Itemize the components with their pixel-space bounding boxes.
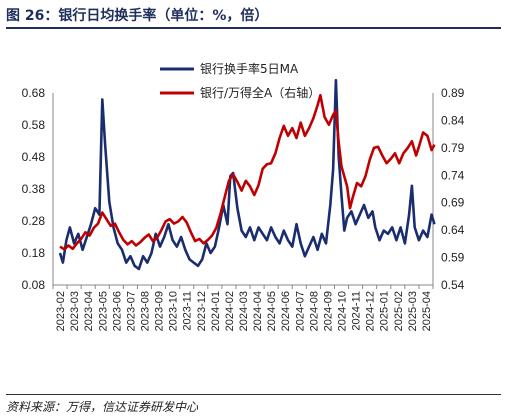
y-tick-right: 0.74: [441, 168, 465, 182]
figure-title: 图 26：银行日均换手率（单位：%，倍）: [6, 8, 269, 24]
x-tick-label: 2024-06: [280, 291, 292, 331]
y-tick-right: 0.84: [441, 113, 465, 127]
footer-rule: [6, 394, 501, 395]
chart-series: [58, 78, 436, 271]
y-tick-right: 0.79: [441, 141, 465, 155]
x-tick-label: 2023-09: [154, 291, 166, 331]
y-tick-left: 0.38: [22, 182, 46, 196]
x-tick-label: 2023-10: [168, 291, 180, 331]
chart-axes: 0.68 0.58 0.48 0.38 0.28 0.18 0.08 0.89 0.84 0.79…: [22, 86, 465, 331]
x-tick-label: 2024-02: [224, 291, 236, 331]
x-tick-label: 2024-08: [308, 291, 320, 331]
x-tick-label: 2023-02: [55, 291, 67, 331]
x-tick-label: 2023-08: [139, 291, 151, 331]
x-tick-label: 2025-03: [407, 291, 419, 331]
x-tick-label: 2024-10: [337, 291, 349, 331]
x-tick-label: 2025-02: [393, 291, 405, 331]
x-tick-label: 2023-04: [83, 291, 95, 331]
y-tick-right: 0.69: [441, 196, 465, 210]
x-tick-label: 2024-11: [351, 291, 363, 331]
x-tick-label: 2024-03: [238, 291, 250, 331]
legend-label-1: 银行换手率5日MA: [200, 61, 299, 76]
x-tick-label: 2023-12: [196, 291, 208, 331]
y-tick-left: 0.68: [22, 86, 46, 100]
source-note: 资料来源：万得，信达证券研发中心: [6, 400, 199, 414]
x-tick-label: 2023-07: [125, 291, 137, 331]
x-tick-label: 2024-07: [294, 291, 306, 331]
legend-label-2: 银行/万得全A（右轴）: [200, 85, 320, 100]
y-tick-left: 0.18: [22, 246, 46, 260]
x-tick-label: 2024-01: [210, 291, 222, 331]
x-tick-label: 2024-09: [322, 291, 334, 331]
title-bar: 图 26：银行日均换手率（单位：%，倍）: [6, 5, 501, 29]
y-tick-right: 0.64: [441, 223, 465, 237]
y-tick-right: 0.59: [441, 251, 465, 265]
series-line-1: [58, 78, 436, 271]
y-tick-left: 0.28: [22, 214, 46, 228]
series-line-2: [59, 93, 436, 251]
y-tick-right: 0.54: [441, 278, 465, 292]
y-tick-right: 0.89: [441, 86, 465, 100]
x-tick-label: 2023-11: [182, 291, 194, 331]
y-tick-left: 0.48: [22, 150, 46, 164]
y-tick-left: 0.58: [22, 118, 46, 132]
chart-legend: 银行换手率5日MA 银行/万得全A（右轴）: [160, 61, 320, 100]
x-tick-label: 2023-05: [97, 291, 109, 331]
x-tick-label: 2023-06: [111, 291, 123, 331]
x-tick-label: 2024-05: [266, 291, 278, 331]
x-tick-label: 2024-12: [365, 291, 377, 331]
y-tick-left: 0.08: [22, 278, 46, 292]
x-tick-label: 2024-04: [252, 291, 264, 331]
x-tick-label: 2025-04: [421, 291, 433, 331]
x-tick-label: 2023-03: [69, 291, 81, 331]
x-tick-label: 2025-01: [379, 291, 391, 331]
